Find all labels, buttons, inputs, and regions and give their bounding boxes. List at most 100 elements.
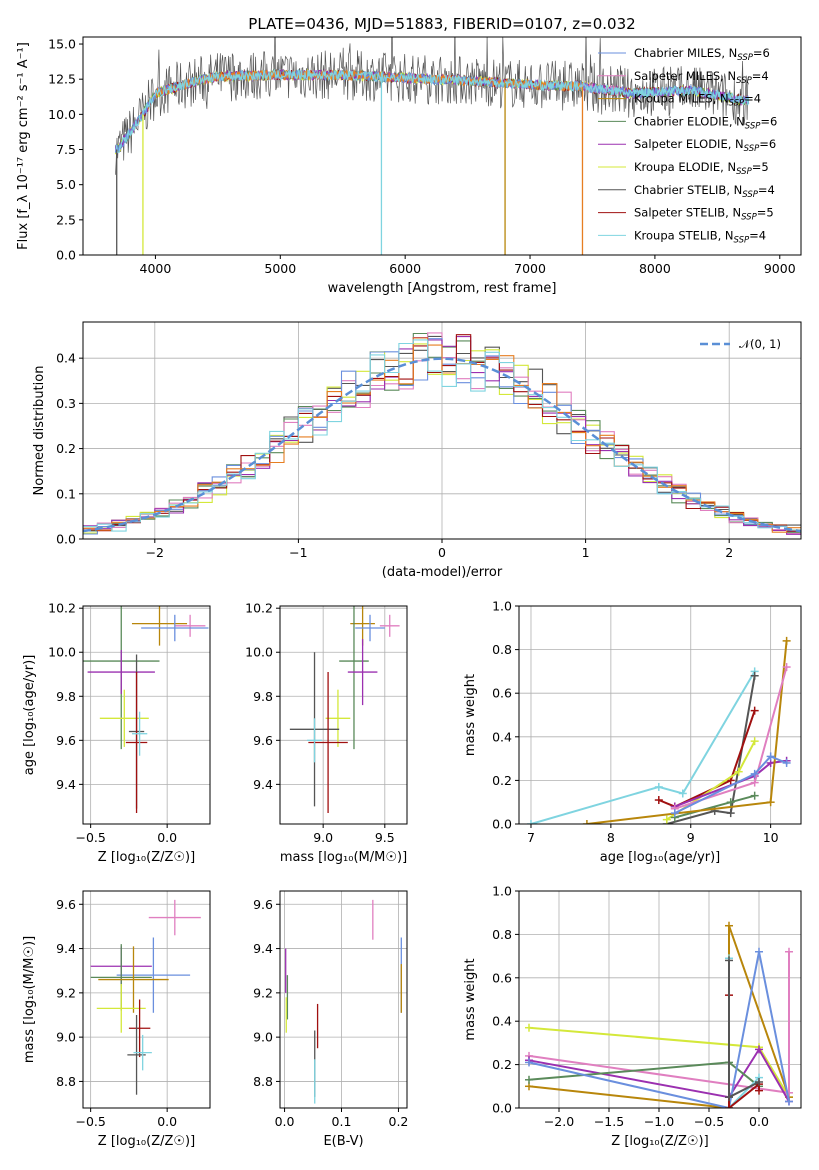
y-tick-label: 9.4 <box>56 777 76 792</box>
y-axis-label: Flux [f_λ 10⁻¹⁷ erg cm⁻² s⁻¹ A⁻¹] <box>16 42 31 250</box>
y-tick-label: 0.1 <box>56 486 76 501</box>
legend-label: Kroupa STELIB, NSSP=4 <box>634 228 766 245</box>
x-tick-label: 10 <box>763 830 779 845</box>
series-marker <box>782 663 791 672</box>
x-tick-label: −0.5 <box>75 830 105 845</box>
series-marker <box>526 820 535 824</box>
errorbar-point <box>355 614 385 642</box>
x-tick-label: 0.0 <box>275 1114 295 1129</box>
x-tick-label: −0.5 <box>75 1114 105 1129</box>
axes-frame <box>82 321 802 540</box>
series-marker <box>785 947 793 956</box>
errorbar-point <box>99 689 149 747</box>
legend-label: Chabrier MILES, NSSP=6 <box>634 46 770 63</box>
series-line <box>528 951 790 1108</box>
y-tick-label: 9.4 <box>253 777 273 792</box>
errorbar-point <box>339 606 369 750</box>
x-tick-label: 6000 <box>389 261 421 276</box>
errorbar-point <box>141 614 209 642</box>
plot-area <box>83 332 801 535</box>
x-tick-label: 8000 <box>639 261 671 276</box>
plot-area <box>525 921 793 1108</box>
x-tick-label: 8 <box>607 830 615 845</box>
x-tick-label: −0.5 <box>694 1114 724 1129</box>
axes-frame <box>279 890 408 1109</box>
y-tick-label: 8.8 <box>253 1074 273 1089</box>
y-tick-label: 0.0 <box>492 1101 512 1116</box>
series-marker <box>766 798 775 807</box>
x-axis-label: wavelength [Angstrom, rest frame] <box>328 281 557 296</box>
histogram-step <box>83 336 801 535</box>
series-marker <box>654 796 663 805</box>
series-marker <box>726 798 735 807</box>
y-axis-label: mass weight <box>463 674 478 756</box>
x-axis-label: (data-model)/error <box>382 565 503 580</box>
y-tick-label: 2.5 <box>56 212 76 227</box>
series-marker <box>726 809 735 818</box>
x-axis-label: Z [log₁₀(Z/Z☉)] <box>611 1134 708 1149</box>
x-tick-label: −1.5 <box>594 1114 624 1129</box>
legend-label: Chabrier STELIB, NSSP=4 <box>634 183 775 200</box>
normal-curve <box>83 357 801 533</box>
series-marker <box>750 737 759 746</box>
errorbar-point <box>307 718 322 763</box>
y-tick-label: 10.0 <box>48 107 76 122</box>
series-marker <box>750 778 759 787</box>
series-marker <box>654 782 663 791</box>
legend-label: Chabrier ELODIE, NSSP=6 <box>634 114 777 131</box>
series-marker <box>782 758 791 767</box>
y-tick-label: 5.0 <box>56 177 76 192</box>
errorbar-point <box>133 1034 152 1071</box>
series-marker <box>782 636 791 645</box>
errorbar-point <box>131 711 148 756</box>
panel-age_vs_Z: −0.5 0.0 9.4 9.6 9.8 10.0 10.2 Z [log₁₀(Z/Z☉)] a… <box>22 601 211 865</box>
y-tick-label: 0.0 <box>56 532 76 547</box>
series-line <box>674 759 787 808</box>
series-line <box>658 710 756 808</box>
x-tick-label: 0.0 <box>157 830 177 845</box>
histogram-step <box>83 337 801 533</box>
x-tick-label: 4000 <box>140 261 172 276</box>
errorbar-point <box>347 639 378 706</box>
y-axis-label: age [log₁₀(age/yr)] <box>22 655 37 776</box>
x-tick-label: 1 <box>582 545 590 560</box>
spectrum-line <box>115 68 750 154</box>
y-tick-label: 10.2 <box>245 601 273 616</box>
y-tick-label: 10.0 <box>48 645 76 660</box>
y-tick-label: 10.0 <box>245 645 273 660</box>
legend-label: Kroupa ELODIE, NSSP=5 <box>634 160 769 177</box>
y-tick-label: 9.6 <box>253 733 273 748</box>
x-tick-label: 0.2 <box>389 1114 409 1129</box>
y-tick-label: 9.8 <box>56 689 76 704</box>
series-marker <box>525 1058 533 1067</box>
errorbar-point <box>96 984 146 1033</box>
x-tick-label: −2 <box>146 545 164 560</box>
y-tick-label: 10.2 <box>48 601 76 616</box>
plot-area <box>526 636 791 824</box>
axes-frame <box>82 890 211 1109</box>
x-tick-label: 0.0 <box>157 1114 177 1129</box>
y-axis-label: mass [log₁₀(M/M☉)] <box>22 936 37 1063</box>
axes-frame <box>518 890 802 1109</box>
x-tick-label: 0 <box>438 545 446 560</box>
series-marker <box>755 1045 763 1054</box>
panel-spectrum: 4000 5000 6000 7000 8000 9000 0.0 2.5 5.0 7.5 10.0… <box>16 36 802 296</box>
x-tick-label: 9.0 <box>313 830 333 845</box>
errorbar-point <box>116 937 191 1013</box>
y-tick-label: 12.5 <box>48 72 76 87</box>
errorbar-point <box>174 614 206 637</box>
series-marker <box>725 956 733 965</box>
series-line <box>586 640 788 824</box>
y-tick-label: 0.6 <box>492 970 512 985</box>
y-tick-label: 0.2 <box>56 441 76 456</box>
legend: Chabrier MILES, NSSP=6 Salpeter MILES, NS… <box>598 46 777 245</box>
plot-area <box>90 899 201 1095</box>
plot-area <box>285 899 402 1104</box>
errorbar-point <box>87 650 155 695</box>
panel-mass_weight_vs_age: 7 8 9 10 0.0 0.2 0.4 0.6 0.8 1.0 age [log₁₀(age/yr… <box>463 599 802 865</box>
axes-frame <box>82 605 211 825</box>
axes-frame <box>82 36 802 256</box>
series-line <box>674 755 787 814</box>
panel-age_vs_mass: 9.0 9.5 9.4 9.6 9.8 10.0 10.2 mass [log₁₀(M/M☉)… <box>245 601 408 865</box>
